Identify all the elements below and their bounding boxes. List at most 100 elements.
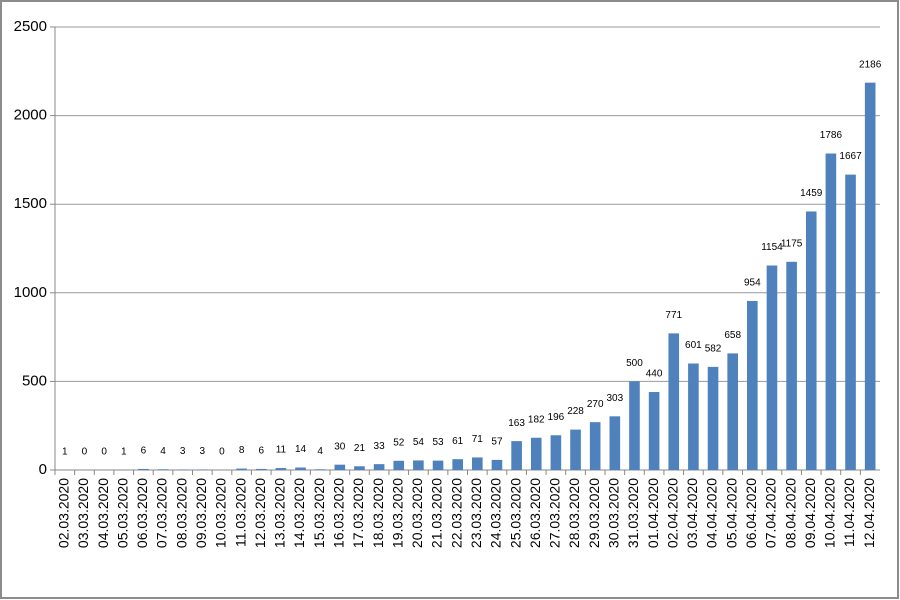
y-tick-label: 0 (39, 461, 47, 478)
bar (550, 435, 562, 470)
bar (452, 459, 463, 470)
value-label: 1786 (820, 130, 843, 141)
x-tick-label: 28.03.2020 (566, 478, 582, 548)
bar (805, 211, 817, 470)
x-tick-label: 20.03.2020 (409, 478, 425, 548)
x-tick-label: 11.03.2020 (232, 478, 248, 547)
y-tick-label: 2500 (14, 18, 47, 35)
value-label: 4 (160, 446, 166, 457)
x-tick-label: 26.03.2020 (527, 478, 543, 548)
bar (629, 381, 640, 470)
bar (472, 457, 483, 470)
value-label: 30 (334, 441, 346, 452)
x-tick-label: 12.04.2020 (861, 478, 877, 548)
x-tick-label: 02.04.2020 (664, 478, 680, 548)
bar (727, 353, 738, 470)
bar (255, 468, 267, 470)
bar (197, 469, 208, 470)
value-label: 53 (432, 437, 444, 448)
y-tick-label: 2000 (14, 107, 47, 124)
value-label: 1154 (761, 242, 783, 253)
value-label: 21 (354, 443, 366, 454)
value-label: 182 (528, 414, 545, 425)
y-tick-label: 1500 (14, 195, 47, 212)
value-label: 954 (744, 278, 761, 289)
bar (864, 82, 876, 470)
x-tick-label: 24.03.2020 (488, 478, 504, 548)
bar (373, 464, 385, 470)
x-tick-label: 29.03.2020 (586, 478, 602, 548)
bar (786, 261, 797, 470)
bar (295, 467, 306, 470)
bar (747, 300, 758, 470)
bar (314, 469, 326, 470)
x-tick-label: 07.03.2020 (154, 478, 170, 548)
x-tick-label: 10.03.2020 (213, 478, 229, 548)
value-label: 196 (548, 412, 565, 423)
value-label: 440 (646, 369, 663, 380)
bar (530, 437, 542, 470)
x-tick-label: 09.04.2020 (802, 478, 818, 548)
x-tick-label: 21.03.2020 (429, 478, 445, 548)
x-tick-label: 25.03.2020 (507, 478, 523, 548)
value-label: 2186 (859, 59, 882, 70)
value-label: 163 (508, 418, 525, 429)
bar (688, 363, 699, 470)
bar (275, 468, 287, 470)
value-label: 0 (219, 447, 225, 458)
value-label: 52 (393, 437, 405, 448)
value-label: 0 (101, 447, 107, 458)
value-label: 303 (606, 393, 623, 404)
value-label: 1 (62, 446, 68, 457)
bar (432, 460, 444, 470)
value-label: 1667 (839, 151, 862, 162)
x-tick-label: 30.03.2020 (606, 478, 622, 548)
value-label: 11 (276, 445, 287, 456)
x-tick-label: 22.03.2020 (448, 478, 464, 548)
value-label: 4 (317, 446, 323, 457)
value-label: 3 (200, 446, 206, 457)
value-label: 771 (665, 310, 682, 321)
y-tick-label: 1000 (14, 284, 47, 301)
y-tick-label: 500 (22, 372, 47, 389)
value-label: 601 (685, 340, 702, 351)
bar (609, 416, 621, 470)
bar (648, 392, 660, 470)
bar (491, 459, 503, 470)
value-label: 57 (491, 437, 503, 448)
value-label: 14 (295, 444, 307, 455)
value-label: 1459 (800, 188, 823, 199)
value-label: 1 (121, 446, 127, 457)
x-tick-label: 14.03.2020 (291, 478, 307, 548)
x-tick-label: 06.03.2020 (134, 478, 150, 548)
value-label: 3 (180, 446, 186, 457)
x-tick-label: 17.03.2020 (350, 478, 366, 548)
bar (354, 466, 365, 470)
x-tick-label: 08.04.2020 (782, 478, 798, 548)
value-label: 270 (587, 399, 604, 410)
bar (707, 366, 719, 470)
bar (157, 469, 169, 470)
bar (138, 468, 149, 470)
x-tick-label: 12.03.2020 (252, 478, 268, 548)
bar (570, 429, 581, 470)
value-label: 54 (413, 437, 425, 448)
x-tick-label: 03.03.2020 (75, 478, 91, 548)
bar (825, 153, 837, 470)
bar (766, 265, 778, 470)
bar (668, 333, 680, 470)
x-tick-label: 06.04.2020 (743, 478, 759, 548)
x-tick-label: 05.04.2020 (723, 478, 739, 548)
value-label: 658 (724, 330, 741, 341)
bar (511, 441, 522, 470)
value-label: 6 (141, 446, 147, 457)
bar (236, 468, 247, 470)
value-label: 500 (626, 358, 643, 369)
x-tick-label: 08.03.2020 (173, 478, 189, 548)
value-label: 33 (374, 441, 386, 452)
x-tick-label: 19.03.2020 (389, 478, 405, 548)
x-tick-label: 01.04.2020 (645, 478, 661, 548)
x-tick-label: 31.03.2020 (625, 478, 641, 548)
